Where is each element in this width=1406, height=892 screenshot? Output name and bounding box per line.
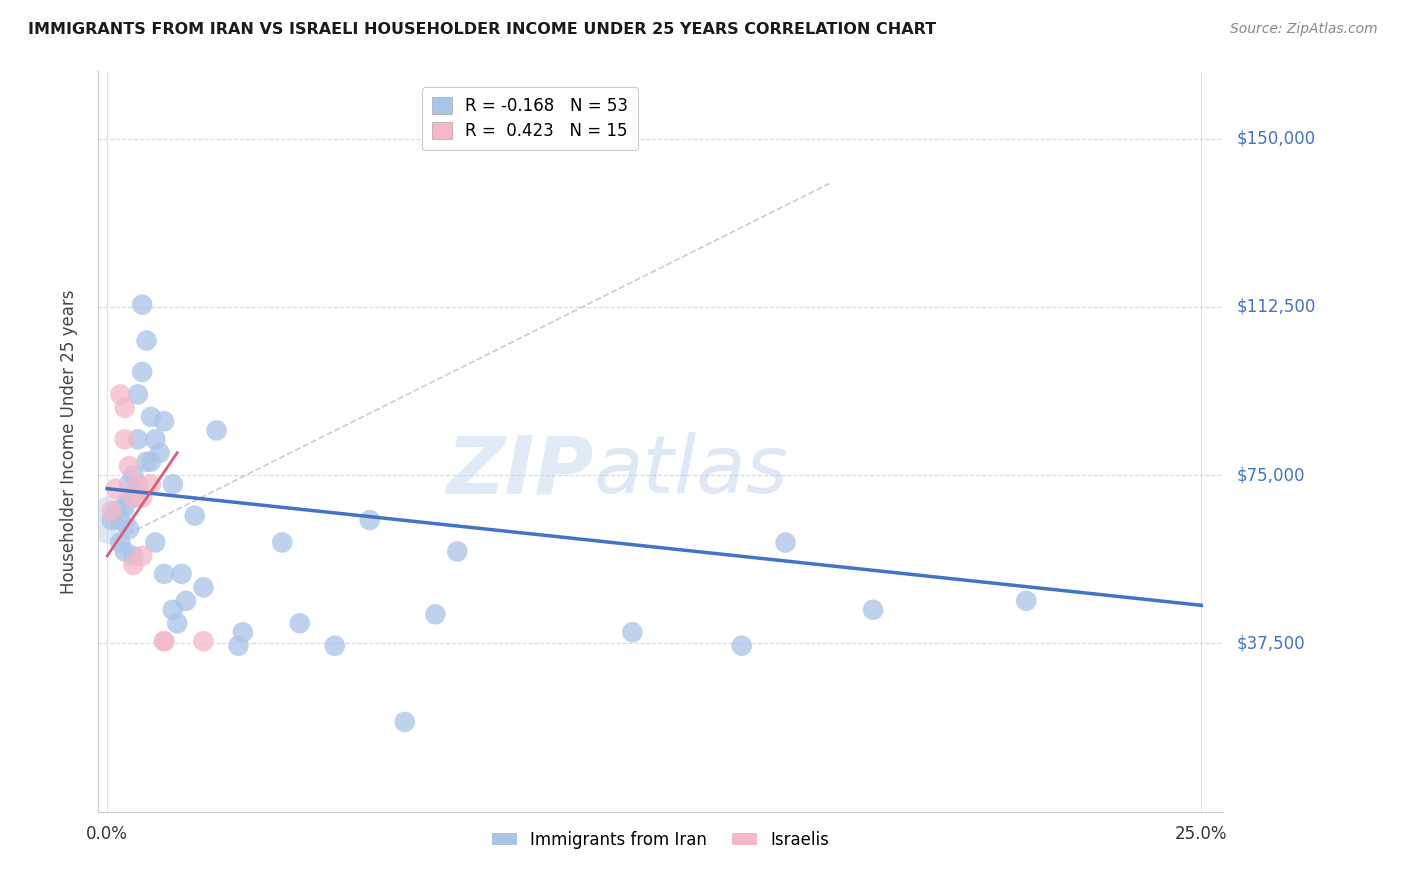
Point — [139, 477, 162, 491]
Point — [323, 639, 346, 653]
Point — [122, 491, 145, 505]
Text: $112,500: $112,500 — [1237, 298, 1316, 316]
Point — [127, 432, 149, 446]
Y-axis label: Householder Income Under 25 years: Householder Income Under 25 years — [59, 289, 77, 594]
Text: Source: ZipAtlas.com: Source: ZipAtlas.com — [1230, 22, 1378, 37]
Point — [118, 491, 141, 505]
Text: atlas: atlas — [593, 432, 789, 510]
Point — [193, 634, 215, 648]
Point — [122, 549, 145, 563]
Point — [232, 625, 254, 640]
Point — [122, 468, 145, 483]
Point — [127, 387, 149, 401]
Point — [731, 639, 754, 653]
Point — [170, 566, 193, 581]
Point — [153, 566, 176, 581]
Text: $150,000: $150,000 — [1237, 129, 1316, 148]
Point — [135, 455, 157, 469]
Point — [100, 504, 122, 518]
Point — [131, 491, 153, 505]
Point — [127, 482, 149, 496]
Point — [1015, 594, 1038, 608]
Point — [110, 513, 132, 527]
Point — [100, 513, 122, 527]
Point — [131, 298, 153, 312]
Text: $37,500: $37,500 — [1237, 634, 1306, 652]
Text: $75,000: $75,000 — [1237, 467, 1306, 484]
Point — [104, 482, 127, 496]
Point — [228, 639, 250, 653]
Point — [118, 477, 141, 491]
Point — [135, 334, 157, 348]
Point — [110, 387, 132, 401]
Point — [862, 603, 884, 617]
Point — [621, 625, 644, 640]
Point — [271, 535, 294, 549]
Point — [288, 616, 311, 631]
Legend: Immigrants from Iran, Israelis: Immigrants from Iran, Israelis — [485, 824, 837, 855]
Point — [193, 580, 215, 594]
Point — [143, 432, 166, 446]
Point — [153, 634, 176, 648]
Text: IMMIGRANTS FROM IRAN VS ISRAELI HOUSEHOLDER INCOME UNDER 25 YEARS CORRELATION CH: IMMIGRANTS FROM IRAN VS ISRAELI HOUSEHOL… — [28, 22, 936, 37]
Point — [139, 409, 162, 424]
Point — [446, 544, 468, 558]
Point — [149, 446, 172, 460]
Point — [114, 401, 136, 415]
Point — [174, 594, 197, 608]
Point — [394, 714, 416, 729]
Point — [775, 535, 797, 549]
Point — [114, 544, 136, 558]
Point — [425, 607, 447, 622]
Point — [122, 491, 145, 505]
Point — [139, 455, 162, 469]
Point — [162, 477, 184, 491]
Point — [359, 513, 381, 527]
Point — [122, 558, 145, 572]
Point — [162, 603, 184, 617]
Point — [183, 508, 205, 523]
Point — [205, 423, 228, 437]
Point — [153, 634, 176, 648]
Text: ZIP: ZIP — [446, 432, 593, 510]
Point — [127, 477, 149, 491]
Point — [118, 522, 141, 536]
Point — [131, 365, 153, 379]
Point — [118, 459, 141, 474]
Point — [143, 535, 166, 549]
Point — [100, 513, 122, 527]
Point — [114, 500, 136, 514]
Point — [153, 414, 176, 428]
Point — [131, 549, 153, 563]
Point — [166, 616, 188, 631]
Point — [114, 432, 136, 446]
Point — [104, 504, 127, 518]
Point — [110, 535, 132, 549]
